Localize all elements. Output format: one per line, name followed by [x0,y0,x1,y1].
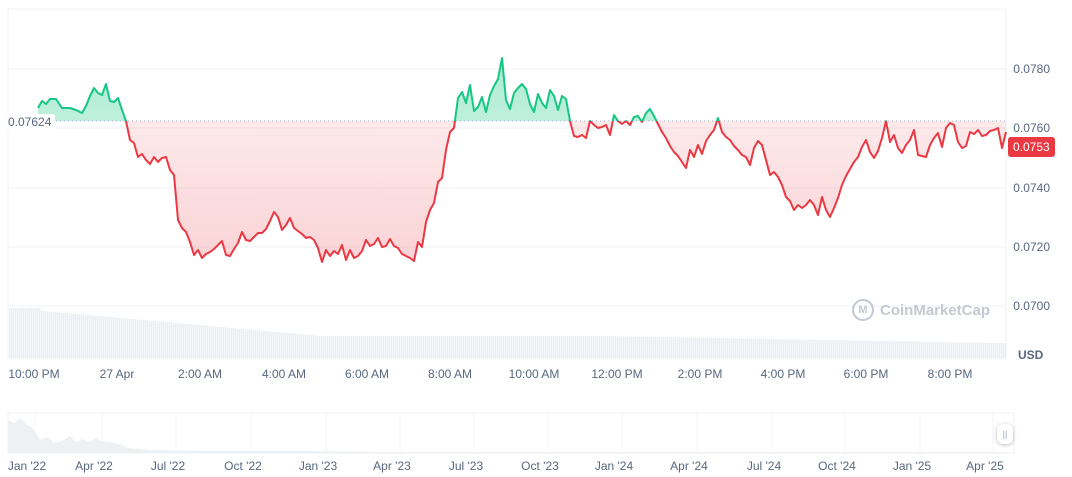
navigator-tick-label: Apr '24 [670,459,708,473]
y-tick-label: 0.0780 [1013,62,1050,76]
x-tick-label: 2:00 PM [677,367,723,381]
navigator-tick-label: Jul '23 [448,459,484,473]
current-price-badge: 0.0753 [1008,137,1055,157]
navigator-tick-label: Jan '25 [892,459,932,473]
x-tick-label: 6:00 PM [843,367,889,381]
x-tick-label: 10:00 PM [8,367,60,381]
y-tick-label: 0.0740 [1013,181,1050,195]
coinmarketcap-logo-icon: M [852,299,874,321]
navigator-tick-label: Jul '24 [746,459,782,473]
navigator-tick-label: Jul '22 [150,459,186,473]
navigator-tick-label: Oct '24 [818,459,856,473]
navigator-tick-label: Oct '23 [521,459,559,473]
currency-label: USD [1018,348,1044,362]
x-tick-label: 6:00 AM [344,367,390,381]
navigator-tick-label: Apr '23 [373,459,411,473]
coinmarketcap-watermark: M CoinMarketCap [852,299,990,321]
y-tick-label: 0.0700 [1013,299,1050,313]
baseline-price-label: 0.07624 [4,114,56,130]
navigator-tick-label: Apr '22 [75,459,113,473]
navigator-tick-label: Jan '24 [594,459,634,473]
navigator-drag-handle[interactable]: || [997,424,1013,444]
navigator-tick-label: Oct '22 [224,459,262,473]
x-tick-label: 8:00 AM [427,367,473,381]
y-tick-label: 0.0760 [1013,121,1050,135]
x-tick-label: 27 Apr [99,367,135,381]
x-tick-label: 8:00 PM [927,367,973,381]
navigator-tick-label: Jan '23 [298,459,338,473]
navigator-tick-label: Apr '25 [966,459,1004,473]
y-tick-label: 0.0720 [1013,240,1050,254]
x-tick-label: 4:00 AM [261,367,307,381]
x-tick-label: 2:00 AM [177,367,223,381]
watermark-text: CoinMarketCap [880,301,991,319]
x-tick-label: 12:00 PM [591,367,643,381]
navigator-tick-label: Jan '22 [7,459,47,473]
x-tick-label: 10:00 AM [508,367,560,381]
x-tick-label: 4:00 PM [760,367,806,381]
